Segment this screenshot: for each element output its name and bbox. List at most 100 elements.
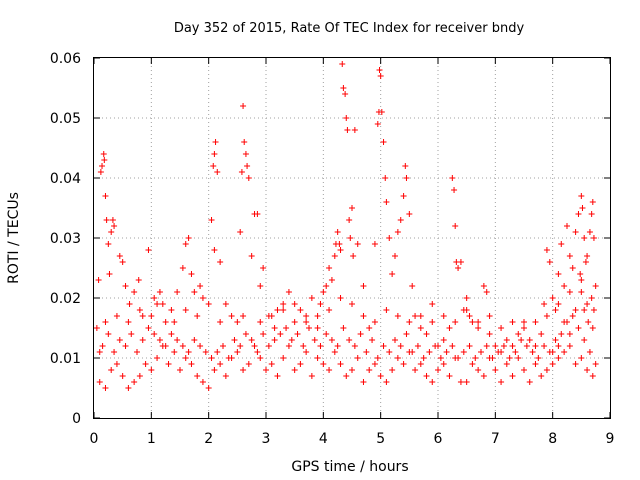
data-point (103, 217, 110, 223)
data-point (220, 343, 226, 349)
data-point (577, 271, 584, 277)
data-point (589, 325, 596, 331)
data-point (214, 169, 221, 175)
y-tick-label: 0.06 (50, 51, 81, 67)
data-point (306, 325, 312, 331)
x-tick-label: 4 (319, 431, 328, 447)
data-point (360, 283, 367, 289)
data-point (495, 349, 502, 355)
data-point (366, 325, 373, 331)
data-point (217, 259, 224, 265)
data-point (122, 283, 129, 289)
y-tick-label: 0.02 (50, 291, 81, 307)
x-tick-label: 1 (147, 431, 156, 447)
data-point (148, 313, 155, 319)
data-point (248, 253, 255, 259)
data-point (500, 343, 507, 349)
data-point (131, 289, 138, 295)
data-point (509, 343, 516, 349)
data-point (188, 271, 195, 277)
data-point (241, 139, 248, 145)
data-point (303, 319, 310, 325)
data-point (383, 199, 390, 205)
data-point (131, 379, 138, 385)
data-point (343, 115, 350, 121)
data-point (492, 343, 499, 349)
data-point (498, 379, 505, 385)
data-point (271, 337, 278, 343)
data-point (555, 343, 562, 349)
data-point (420, 355, 427, 361)
data-point (371, 241, 378, 247)
data-point (154, 301, 161, 307)
data-point (328, 277, 335, 283)
x-tick-label: 8 (548, 431, 557, 447)
data-point (188, 361, 195, 367)
data-point (346, 337, 353, 343)
data-point (320, 289, 327, 295)
data-point (251, 343, 258, 349)
data-point (400, 193, 407, 199)
data-point (222, 373, 229, 379)
y-tick-label: 0.05 (50, 111, 81, 127)
data-point (566, 331, 573, 337)
data-point (572, 361, 579, 367)
data-point (179, 343, 186, 349)
data-point (197, 283, 204, 289)
data-point (440, 361, 447, 367)
data-point (463, 295, 470, 301)
data-point (578, 193, 585, 199)
data-point (111, 223, 118, 229)
data-point (174, 337, 181, 343)
data-point (225, 355, 232, 361)
data-point (386, 349, 393, 355)
data-point (134, 349, 140, 355)
data-point (347, 235, 354, 241)
data-point (538, 331, 545, 337)
data-point (280, 355, 287, 361)
data-point (231, 337, 238, 343)
data-point (521, 367, 527, 373)
data-point (579, 205, 586, 211)
data-point (394, 229, 401, 235)
data-point (592, 283, 599, 289)
data-point (182, 307, 189, 313)
y-tick-label: 0.01 (50, 351, 81, 367)
data-point (97, 169, 104, 175)
data-point (378, 109, 385, 115)
data-point (417, 313, 424, 319)
data-point (397, 343, 404, 349)
data-point (578, 289, 585, 295)
data-point (349, 301, 355, 307)
data-point (268, 361, 275, 367)
data-point (294, 331, 301, 337)
data-point (435, 367, 441, 373)
data-point (532, 343, 539, 349)
data-point (380, 139, 387, 145)
data-point (371, 361, 378, 367)
data-point (265, 343, 272, 349)
data-point (417, 325, 424, 331)
data-point (119, 373, 126, 379)
data-point (523, 343, 530, 349)
data-point (326, 307, 333, 313)
data-point (440, 313, 447, 319)
data-point (291, 301, 298, 307)
data-point (151, 331, 158, 337)
y-tick-label: 0.03 (50, 231, 81, 247)
data-point (575, 211, 582, 217)
data-point (480, 283, 487, 289)
data-point (102, 385, 109, 391)
data-point (139, 337, 146, 343)
data-point (208, 355, 215, 361)
x-tick-label: 3 (262, 431, 271, 447)
data-point (280, 307, 287, 313)
data-point (308, 295, 315, 301)
data-point (108, 229, 115, 235)
data-point (217, 361, 224, 367)
data-point (102, 193, 109, 199)
data-point (489, 355, 496, 361)
data-point (446, 325, 453, 331)
data-point (382, 175, 389, 181)
